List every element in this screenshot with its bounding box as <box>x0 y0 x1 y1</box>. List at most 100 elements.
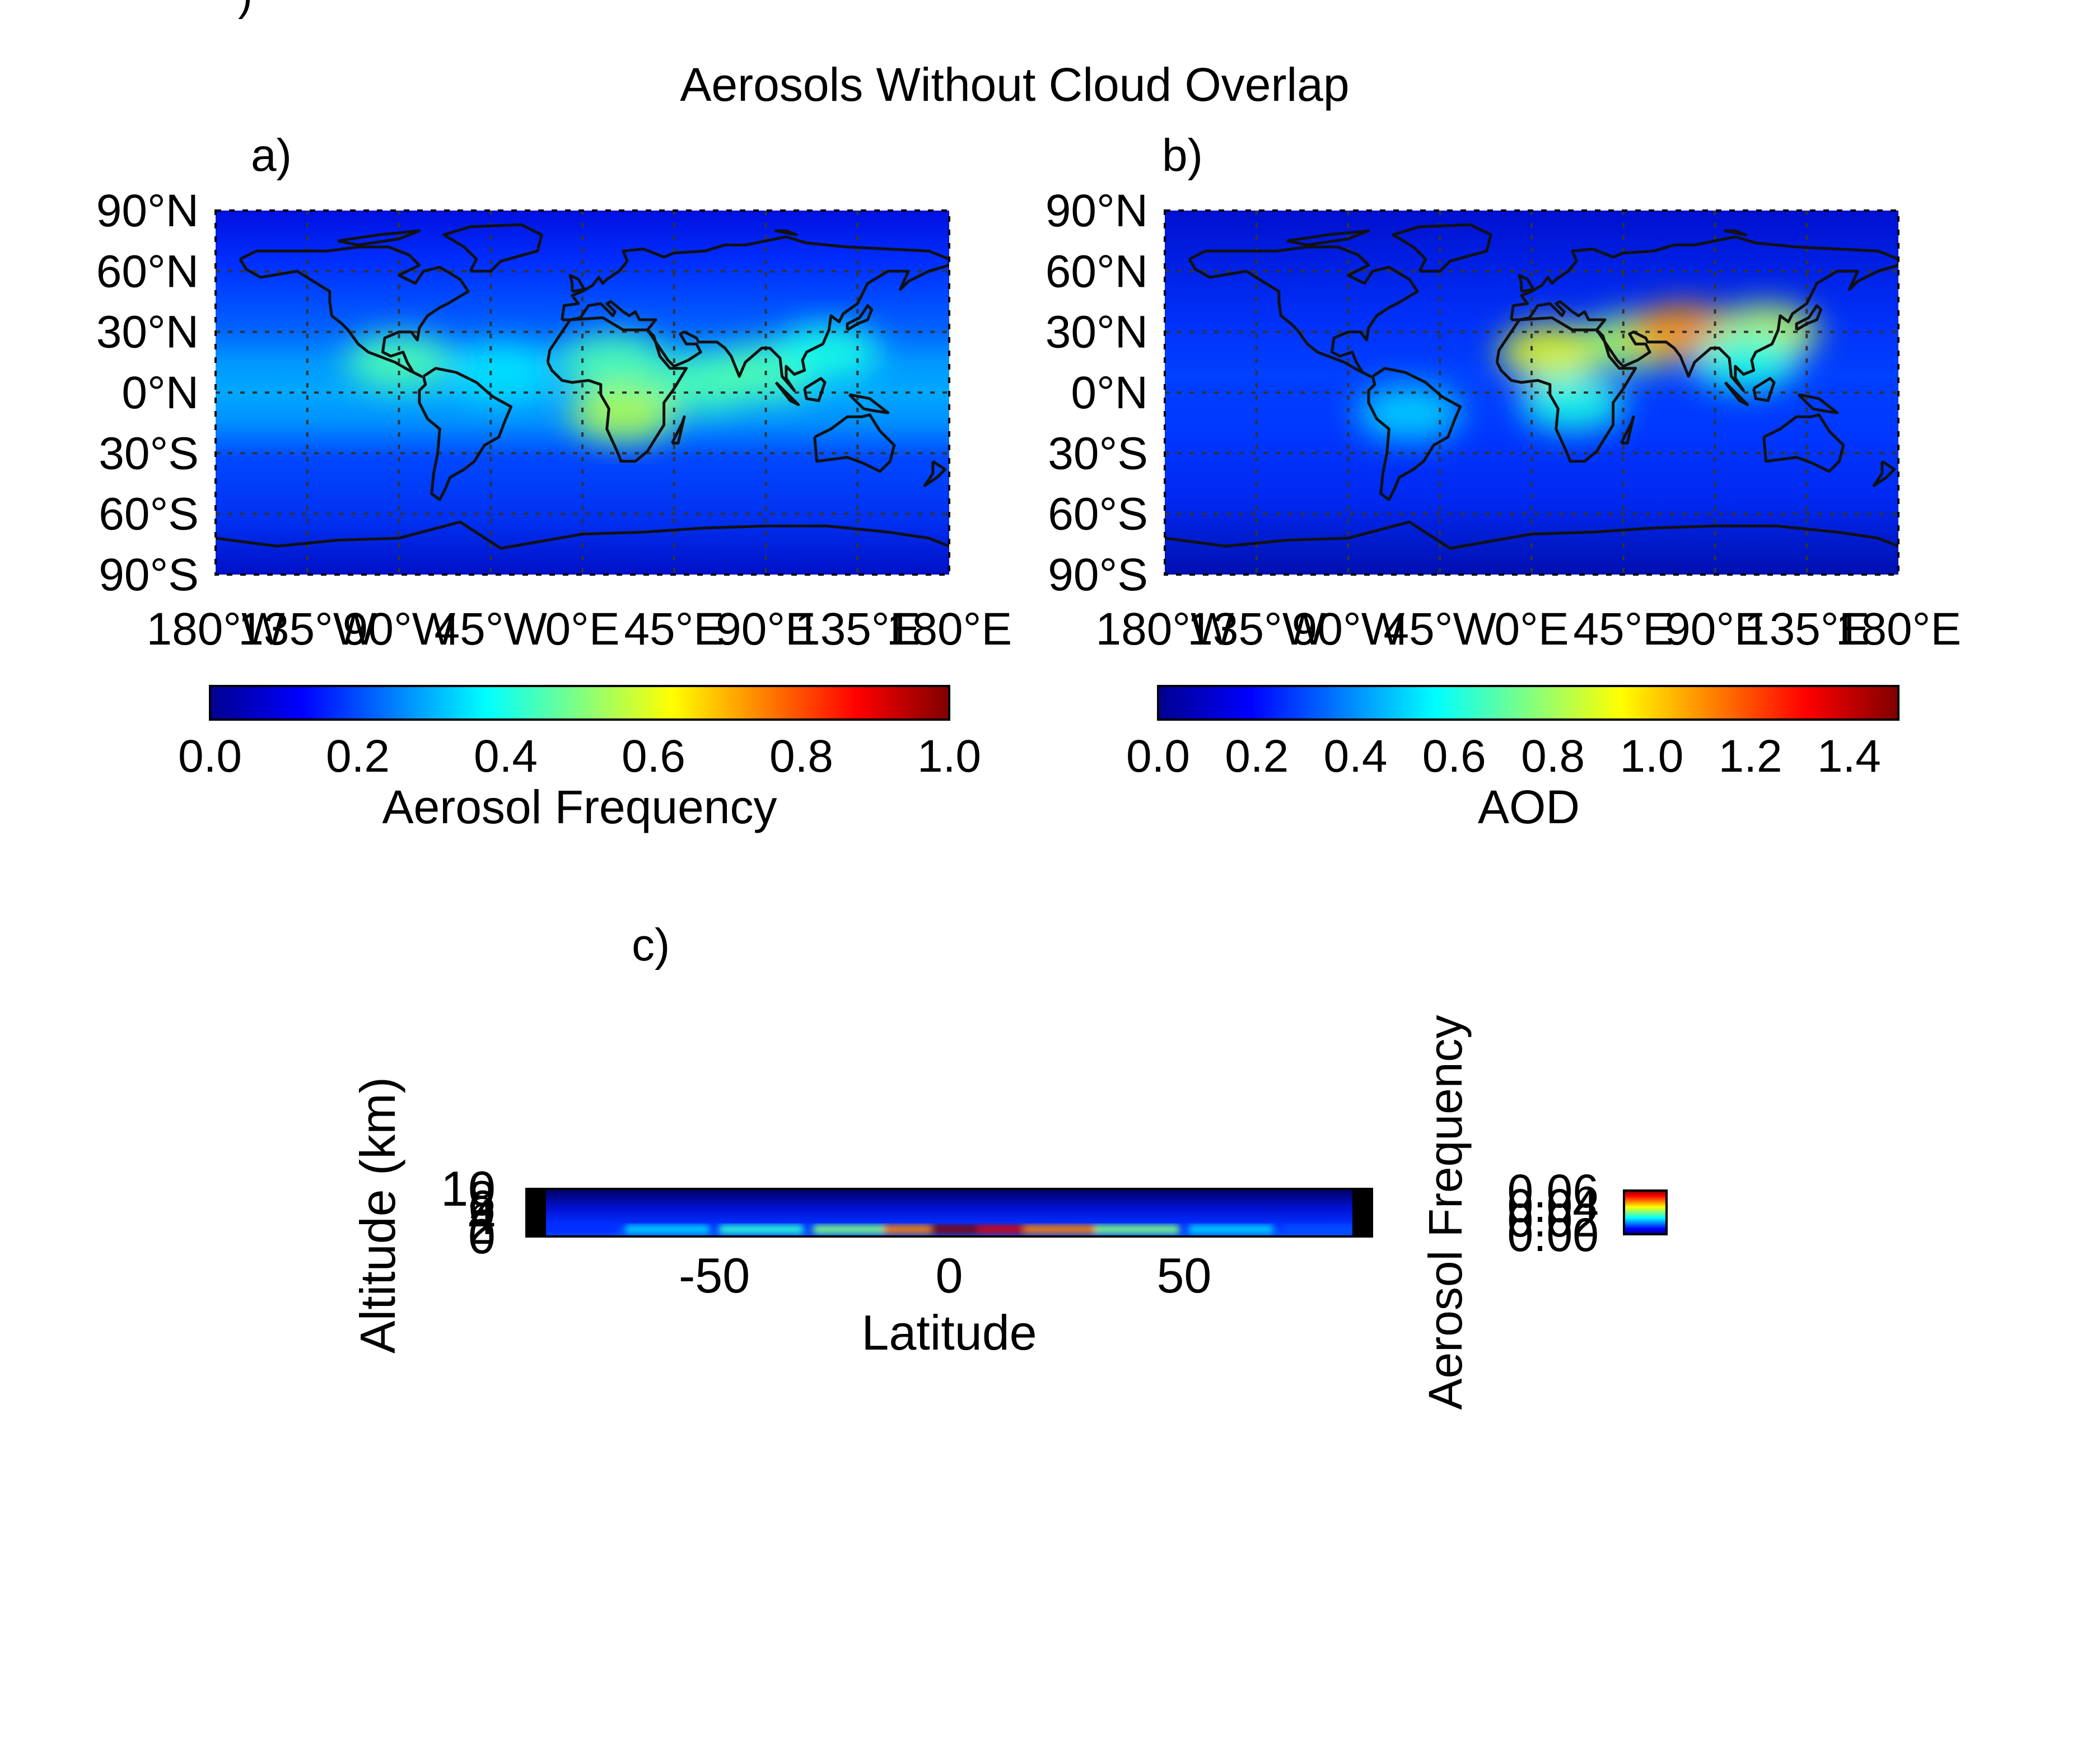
panel-b-map <box>1165 211 1898 575</box>
panel-b-lat-tick-label: 90°S <box>1048 549 1148 600</box>
panel-c-profile-cell-0 <box>531 1225 615 1234</box>
panel-c-label: c) <box>632 920 670 970</box>
panel-c-profile <box>531 1225 1368 1234</box>
panel-a-lon-tick-label: 45°E <box>624 604 724 655</box>
panel-a-coastline-11 <box>848 393 890 414</box>
panel-a-colorbar-tick-label: 1.0 <box>917 731 981 782</box>
panel-a-coastline-13 <box>923 460 947 487</box>
panel-a-frame <box>214 209 950 576</box>
panel-a-colorbar-tick-label: 0.0 <box>178 731 242 782</box>
panel-a-coastline-0 <box>239 245 470 378</box>
panel-c-right-edge <box>1352 1189 1372 1236</box>
panel-a-coastline-2 <box>442 223 543 273</box>
panel-b-colorbar-tick-label: 0.2 <box>1225 731 1289 782</box>
panel-b-colorbar-ticks: 0.0 0.2 0.4 0.6 0.8 1.0 1.2 1.4 <box>1126 731 1881 782</box>
panel-a-lat-tick-label: 60°N <box>96 246 199 297</box>
panel-a-lon-tick-label: 0°E <box>545 604 619 655</box>
panel-a-lat-tick-label: 30°N <box>96 307 199 358</box>
panel-a-lat-tick-label: 60°S <box>99 489 199 540</box>
panel-a-colorbar-tick-label: 0.6 <box>622 731 685 782</box>
panel-b-coastline-5 <box>1762 413 1845 473</box>
panel-a-coastline-3 <box>546 316 688 463</box>
panel-b-lat-tick-label: 60°N <box>1046 246 1148 297</box>
panel-c-y-tick-label: 2 <box>468 1199 496 1254</box>
panel-c-x-tick-label: 50 <box>1156 1248 1211 1303</box>
panel-b-coastline-10 <box>1724 381 1749 407</box>
panel-b-lat-tick-label: 30°S <box>1048 428 1148 479</box>
panel-c-y-tick-label: 4 <box>468 1189 496 1245</box>
panel-c-profile-cell-10 <box>1283 1225 1368 1234</box>
panel-a-map <box>216 211 949 575</box>
panel-a-coastline-7 <box>568 274 586 293</box>
panel-c-profile-cell-8 <box>1095 1225 1179 1234</box>
panel-b-lat-tick-label: 30°N <box>1046 307 1148 358</box>
panel-b-lon-tick-label: 45°E <box>1573 604 1673 655</box>
panel-b-colorbar-tick-label: 1.2 <box>1719 731 1782 782</box>
panel-a-coastlines <box>216 223 949 550</box>
panel-c-x-tick-label: -50 <box>679 1248 750 1303</box>
panel-c-profile-cell-7 <box>1024 1225 1109 1234</box>
panel-a-colorbar-tick-label: 0.4 <box>474 731 538 782</box>
panel-b-coastline-11 <box>1797 393 1839 414</box>
panel-c-colorbar-ticks: 0.060.040.020.00 <box>1508 1165 1599 1261</box>
panel-a-hotspot-6 <box>773 324 880 380</box>
panel-a-colorbar-ticks: 0.0 0.2 0.4 0.6 0.8 1.0 <box>178 731 981 782</box>
panel-b-coastline-15 <box>1286 229 1370 246</box>
panel-a-coastline-1 <box>418 367 513 501</box>
panel-b: b) 90°N60°N30°N0°N30°S60°S90°S 180°W135°… <box>1046 130 1961 833</box>
panel-b-lon-tick-label: 0°E <box>1494 604 1569 655</box>
panel-b-coastline-0 <box>1188 245 1419 378</box>
panel-c-frame <box>525 1188 1373 1238</box>
panel-b-coastline-8 <box>1795 304 1823 332</box>
panel-a-coastline-10 <box>774 381 800 407</box>
panel-b-label: b) <box>1162 130 1203 181</box>
panel-a-lat-tick-label: 0°N <box>122 367 199 418</box>
panel-a-colorbar <box>209 685 950 721</box>
panel-b-colorbar-tick-label: 0.8 <box>1521 731 1585 782</box>
panel-a-coastline-4 <box>561 235 949 392</box>
panel-b-coastline-13 <box>1872 460 1896 487</box>
panel-b-lon-tick-label: 135°W <box>1187 604 1326 655</box>
figure-title: Aerosols Without Cloud Overlap <box>680 58 1349 111</box>
panel-b-lon-tick-label: 180°E <box>1836 604 1961 655</box>
panel-c-plot <box>526 1189 1372 1236</box>
panel-a-background-field <box>216 211 949 575</box>
panel-b-lat-tick-label: 90°N <box>1046 185 1148 236</box>
panel-c-profile-cell-3 <box>813 1225 898 1234</box>
panel-b-coastline-12 <box>1620 415 1635 445</box>
panel-a-coastline-5 <box>813 413 896 473</box>
panel-b-coastline-2 <box>1392 223 1492 273</box>
panel-c-y-tick-label: 10 <box>441 1161 496 1216</box>
panel-b-lon-tick-label: 180°W <box>1095 604 1234 655</box>
panel-a-coastline-9 <box>803 377 827 402</box>
panel-c-y-tick-label: 6 <box>468 1180 496 1235</box>
panel-a-coastline-6 <box>216 520 949 550</box>
panel-b-coastlines <box>1165 223 1898 550</box>
panel-a-coastline-12 <box>670 415 686 445</box>
panel-b-coastline-9 <box>1752 377 1776 402</box>
panel-c-y-tick-label: 8 <box>468 1170 496 1226</box>
panel-a-lon-tick-label: 135°E <box>795 604 920 655</box>
panel-c-colorbar <box>1623 1189 1668 1235</box>
top-fragment: ) <box>238 0 253 20</box>
panel-b-colorbar-tick-label: 0.6 <box>1422 731 1486 782</box>
panel-c-x-tick-label: 0 <box>936 1248 963 1303</box>
panel-a-colorbar-tick-label: 0.8 <box>769 731 833 782</box>
panel-b-lon-tick-label: 90°E <box>1665 604 1765 655</box>
panel-b-colorbar-tick-label: 1.4 <box>1817 731 1881 782</box>
panel-c-colorbar-tick-label: 0.00 <box>1508 1208 1599 1261</box>
panel-a-hotspot-1 <box>570 385 676 441</box>
panel-a-colorbar-label: Aerosol Frequency <box>382 781 777 833</box>
panel-b-coastline-4 <box>1510 235 1898 392</box>
panel-c-profile-cell-2 <box>719 1225 804 1234</box>
panel-a-coastline-15 <box>337 229 421 246</box>
panel-c-colorbar-label: Aerosol Frequency <box>1419 1015 1472 1410</box>
panel-b-lat-tick-label: 60°S <box>1048 489 1148 540</box>
panel-b-coastline-14 <box>1724 229 1747 236</box>
panel-a-colorbar-tick-label: 0.2 <box>326 731 390 782</box>
panel-b-lat-ticks: 90°N 60°N 30°N 0°N 30°S 60°S 90°S <box>1046 185 1148 600</box>
